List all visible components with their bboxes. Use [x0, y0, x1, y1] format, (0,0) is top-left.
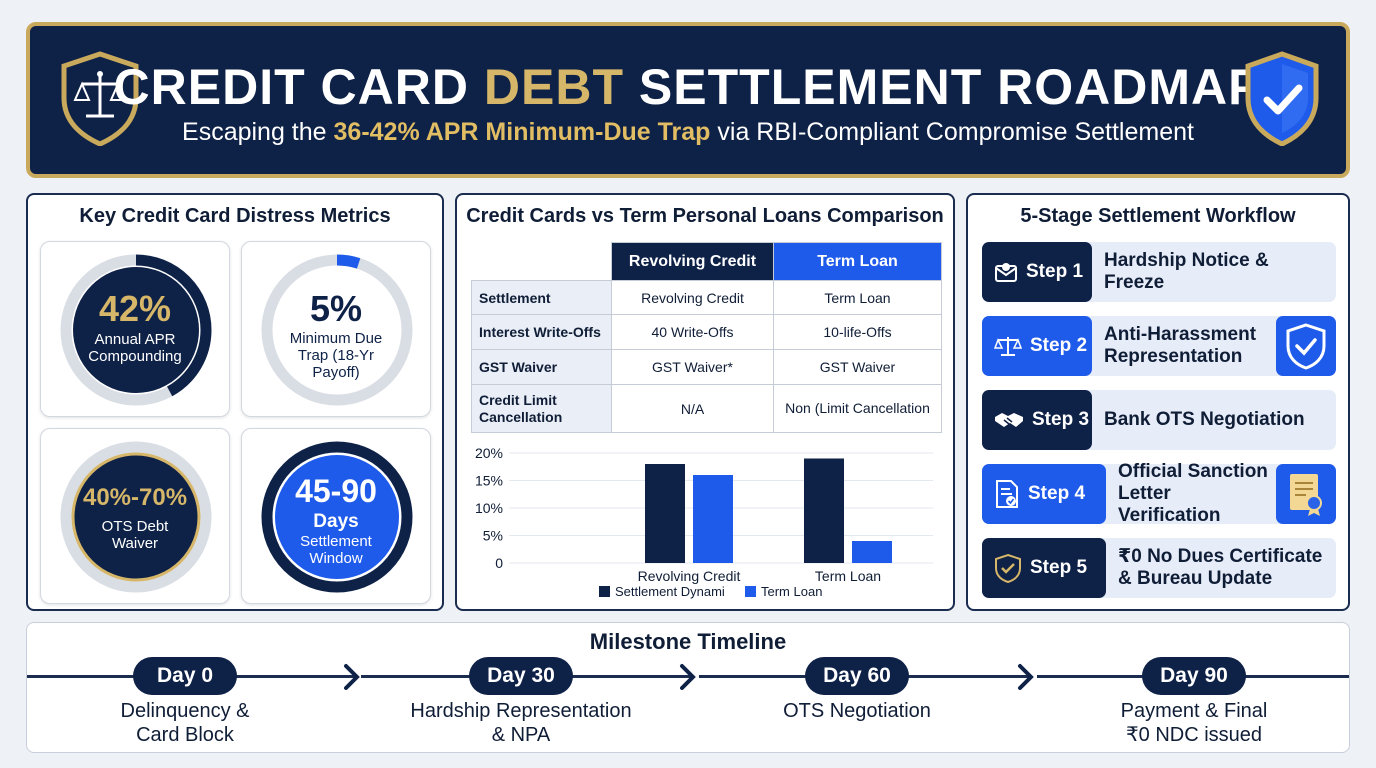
table-cell: Term Loan: [773, 280, 942, 315]
step-badge: Step 1: [982, 242, 1092, 302]
row-label: Interest Write-Offs: [471, 314, 612, 350]
milestone-label: Hardship Representation & NPA: [410, 700, 632, 746]
y-tick-label: 15%: [475, 473, 503, 489]
comparison-panel: Credit Cards vs Term Personal Loans Comp…: [455, 193, 955, 611]
metrics-title: Key Credit Card Distress Metrics: [79, 205, 391, 227]
shield-check-icon: [1245, 51, 1319, 146]
metric-card-settlement-window: 45-90 Days Settlement Window: [241, 428, 431, 604]
table-cell: 10-life-Offs: [773, 314, 942, 350]
metric-label: Minimum Due Trap (18-Yr Payoff): [289, 330, 383, 381]
chevron-right-icon: [1018, 664, 1034, 690]
table-cell: GST Waiver: [773, 349, 942, 385]
legend-label: Settlement Dynami: [615, 584, 725, 599]
table-cell: Non (Limit Cancellation: [773, 384, 942, 433]
column-header-term-loan: Term Loan: [773, 242, 942, 281]
x-tick-label: Revolving Credit: [638, 568, 741, 584]
milestone-label: Delinquency & Card Block: [120, 700, 250, 746]
chart-bar: [852, 541, 892, 563]
header-banner: CREDIT CARD DEBT SETTLEMENT ROADMAP Esca…: [26, 22, 1350, 178]
workflow-step-5[interactable]: Step 5 ₹0 No Dues Certificate & Bureau U…: [982, 538, 1336, 598]
table-cell: N/A: [611, 384, 774, 433]
milestone-label: Payment & Final ₹0 NDC issued: [1120, 700, 1268, 746]
y-tick-label: 20%: [475, 445, 503, 461]
step-label: Bank OTS Negotiation: [1104, 409, 1305, 430]
workflow-step-3[interactable]: Step 3 Bank OTS Negotiation: [982, 390, 1336, 450]
step-label: Hardship Notice & Freeze: [1104, 250, 1269, 293]
timeline-panel: Milestone Timeline Day 0 Day 30 Day 60 D…: [26, 622, 1350, 753]
table-cell: GST Waiver*: [611, 349, 774, 385]
milestone-day-60[interactable]: Day 60: [805, 657, 909, 695]
step-label: Anti-Harassment Representation: [1104, 324, 1257, 367]
y-tick-label: 0: [495, 555, 503, 571]
settlement-window-ring: [261, 441, 413, 593]
metric-card-minimum-due: 5% Minimum Due Trap (18-Yr Payoff): [241, 241, 431, 417]
metric-card-apr: 42% Annual APR Compounding: [40, 241, 230, 417]
workflow-panel: 5-Stage Settlement Workflow Step 1 Hards…: [966, 193, 1350, 611]
table-row: GST Waiver GST Waiver* GST Waiver: [471, 349, 942, 385]
legend-swatch: [599, 586, 610, 597]
chart-bar: [804, 458, 844, 563]
table-row: Settlement Revolving Credit Term Loan: [471, 280, 942, 315]
milestone-day-90[interactable]: Day 90: [1142, 657, 1246, 695]
step-label: ₹0 No Dues Certificate & Bureau Update: [1118, 546, 1323, 589]
workflow-step-4[interactable]: Step 4 Official Sanction Letter Verifica…: [982, 461, 1336, 526]
row-label: Credit Limit Cancellation: [471, 384, 612, 433]
row-label: Settlement: [471, 280, 612, 315]
scales-icon: [994, 337, 1022, 356]
shield-check-icon: [1276, 316, 1336, 376]
page-title: CREDIT CARD DEBT SETTLEMENT ROADMAP: [113, 59, 1263, 115]
y-tick-label: 10%: [475, 500, 503, 516]
step-badge: Step 3: [982, 390, 1092, 450]
metric-card-ots-waiver: 40%-70% OTS Debt Waiver: [40, 428, 230, 604]
metric-unit: Days: [313, 511, 359, 532]
chevron-right-icon: [344, 664, 360, 690]
metric-label: Annual APR Compounding: [88, 331, 182, 365]
row-label: GST Waiver: [471, 349, 612, 385]
metrics-panel: Key Credit Card Distress Metrics 42% Ann…: [26, 193, 444, 611]
handshake-icon: [995, 413, 1023, 427]
legend-label: Term Loan: [761, 584, 822, 599]
chevron-right-icon: [680, 664, 696, 690]
comparison-bar-chart: 0 5% 10% 15% 20% Revolving Credit Term Loan Set…: [475, 445, 933, 599]
page-subtitle: Escaping the 36-42% APR Minimum-Due Trap…: [182, 118, 1194, 146]
y-tick-label: 5%: [483, 528, 503, 544]
chart-bar: [645, 464, 685, 563]
timeline-title: Milestone Timeline: [589, 629, 787, 654]
metric-value: 42%: [98, 288, 172, 329]
table-row: Interest Write-Offs 40 Write-Offs 10-lif…: [471, 314, 942, 350]
apr-ring: [60, 254, 212, 406]
table-cell: 40 Write-Offs: [611, 314, 774, 350]
metric-label: Settlement Window: [300, 533, 372, 567]
column-header-revolving: Revolving Credit: [611, 242, 774, 281]
chart-bar: [693, 475, 733, 563]
metric-label: OTS Debt Waiver: [101, 518, 169, 552]
comparison-title: Credit Cards vs Term Personal Loans Comp…: [466, 205, 944, 227]
milestone-day-0[interactable]: Day 0: [133, 657, 237, 695]
table-cell: Revolving Credit: [611, 280, 774, 315]
ots-waiver-ring: [60, 441, 212, 593]
workflow-title: 5-Stage Settlement Workflow: [1020, 205, 1296, 227]
envelope-icon: [995, 263, 1017, 282]
document-check-icon: [996, 480, 1018, 508]
step-badge: Step 5: [982, 538, 1106, 598]
workflow-step-1[interactable]: Step 1 Hardship Notice & Freeze: [982, 242, 1336, 302]
scales-shield-icon: [61, 51, 139, 146]
metric-value: 45-90: [295, 473, 377, 509]
milestone-day-30[interactable]: Day 30: [469, 657, 573, 695]
comparison-table: Revolving Credit Term Loan Settlement Re…: [471, 242, 942, 433]
metric-value: 5%: [309, 288, 363, 329]
step-label: Official Sanction Letter Verification: [1118, 461, 1268, 526]
milestone-label: OTS Negotiation: [783, 700, 931, 722]
shield-check-icon: [995, 553, 1021, 583]
x-tick-label: Term Loan: [815, 568, 881, 584]
step-badge: Step 2: [982, 316, 1092, 376]
minimum-due-ring: [261, 254, 413, 406]
table-row: Credit Limit Cancellation N/A Non (Limit…: [471, 384, 942, 433]
certificate-icon: [1276, 464, 1336, 524]
legend-swatch: [745, 586, 756, 597]
step-badge: Step 4: [982, 464, 1106, 524]
metric-value: 40%-70%: [82, 484, 188, 511]
workflow-step-2[interactable]: Step 2 Anti-Harassment Representation: [982, 316, 1336, 376]
